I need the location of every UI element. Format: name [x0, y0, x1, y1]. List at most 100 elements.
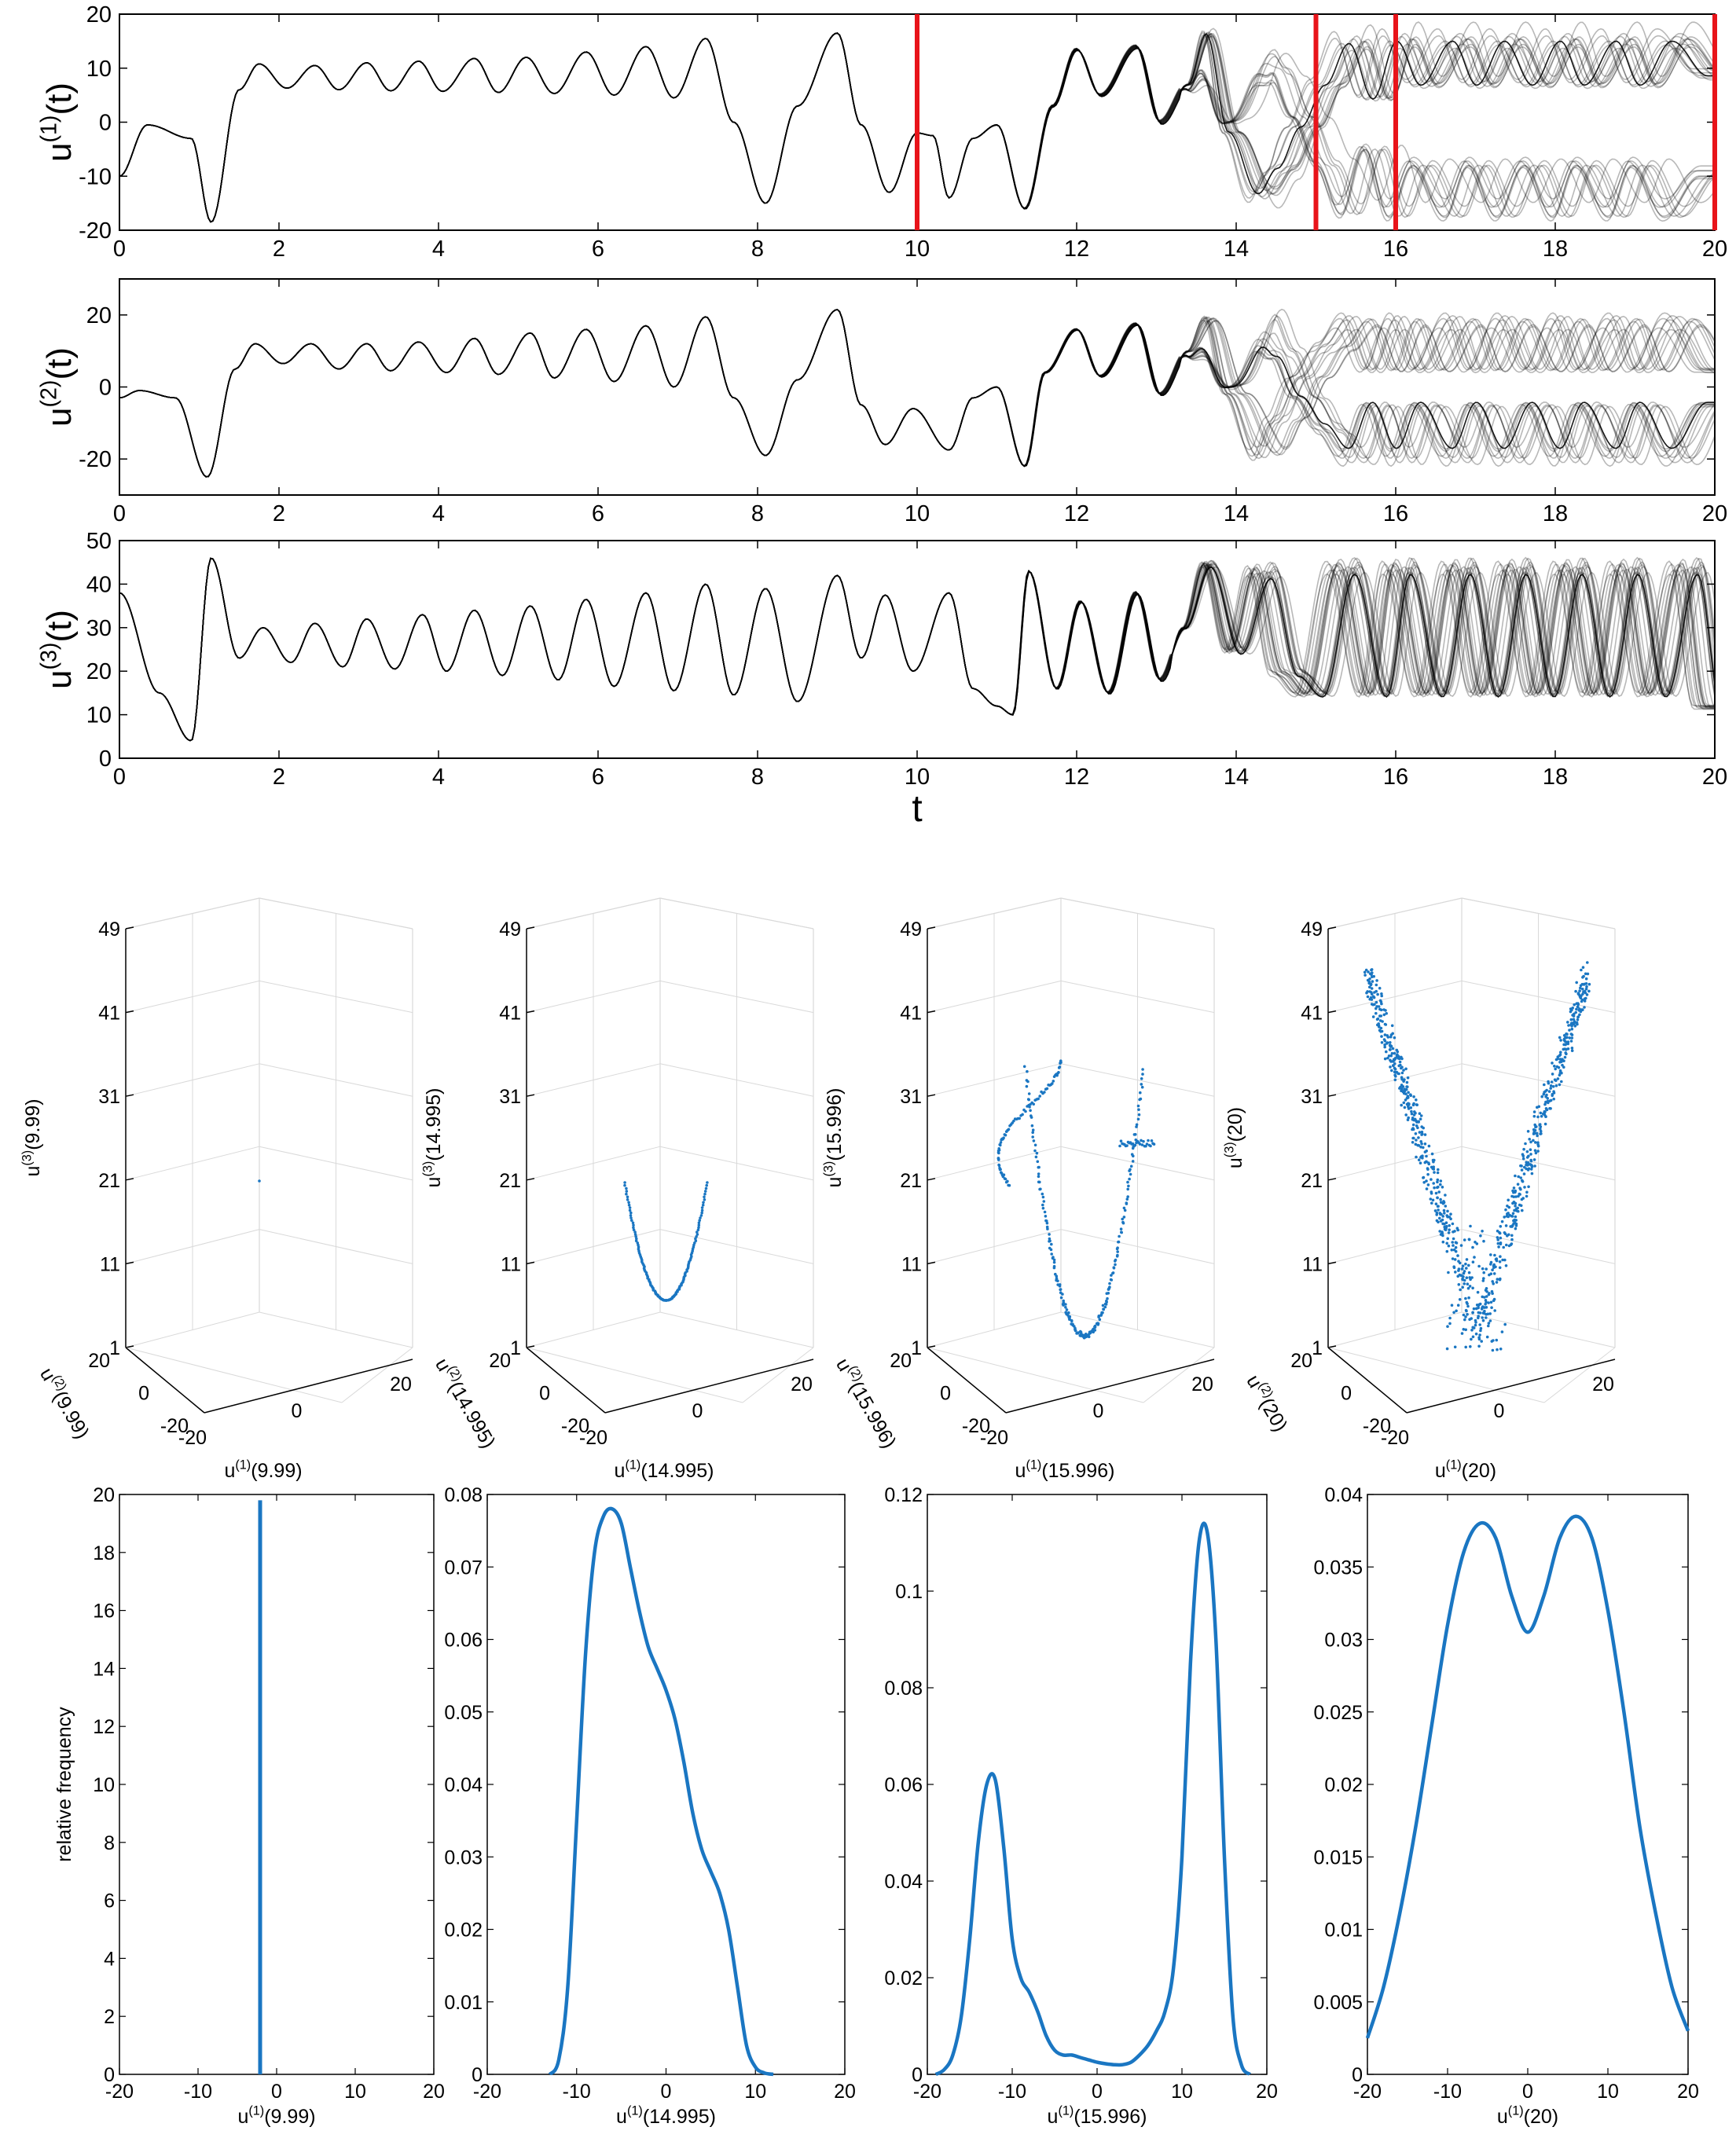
- scatter-point: [1519, 1164, 1522, 1168]
- scatter-point: [1470, 1329, 1474, 1332]
- floor-edge: [526, 1347, 743, 1403]
- scatter-point: [1371, 1015, 1375, 1018]
- scatter-point: [1393, 1078, 1397, 1082]
- x-axis-label-tail: (9.99): [264, 2106, 315, 2128]
- scatter-point: [1466, 1282, 1470, 1285]
- scatter-point: [1414, 1111, 1417, 1115]
- scatter-point: [706, 1181, 709, 1184]
- scatter-point: [1380, 1035, 1383, 1038]
- scatter-point: [1444, 1194, 1447, 1197]
- scatter-point: [999, 1168, 1002, 1172]
- scatter-point: [1384, 1009, 1387, 1012]
- scatter-point: [1393, 1067, 1397, 1071]
- scatter-point: [1363, 970, 1367, 974]
- scatter-point: [1545, 1093, 1548, 1097]
- x-tick-label: 16: [1383, 237, 1408, 262]
- scatter-point: [1038, 1180, 1041, 1184]
- scatter-point: [1407, 1107, 1411, 1110]
- scatter-point: [1045, 1219, 1048, 1223]
- scatter-point: [1492, 1264, 1496, 1267]
- scatter-point: [1411, 1128, 1415, 1131]
- scatter-point: [1427, 1144, 1431, 1148]
- scatter-point: [996, 1151, 1000, 1154]
- scatter-point: [1513, 1208, 1516, 1212]
- scatter-point: [695, 1235, 698, 1238]
- z-axis-label: u(3)(14.995): [421, 1088, 446, 1188]
- y-axis-label-base: u: [40, 408, 79, 427]
- scatter-point: [1493, 1309, 1496, 1312]
- scatter-point: [1383, 1043, 1386, 1047]
- scatter-point: [1533, 1128, 1537, 1132]
- scatter-point: [1514, 1215, 1518, 1219]
- scatter-point: [1544, 1100, 1547, 1104]
- scatter-point: [1451, 1222, 1455, 1226]
- scatter-point: [1507, 1198, 1510, 1202]
- scatter-point: [1406, 1085, 1409, 1088]
- scatter-point: [1407, 1096, 1410, 1099]
- scatter-point: [1122, 1206, 1126, 1210]
- x-tick-label: 20: [1677, 2081, 1699, 2103]
- scatter-point: [1481, 1318, 1485, 1322]
- scatter-point: [1065, 1308, 1069, 1311]
- scatter-point: [1039, 1187, 1042, 1191]
- scatter-point: [1441, 1230, 1444, 1234]
- scatter-point: [1586, 972, 1590, 976]
- scatter-point: [1514, 1195, 1518, 1198]
- scatter-point: [1471, 1286, 1474, 1290]
- trajectory-line: [119, 557, 1716, 742]
- scatter-point: [1417, 1144, 1421, 1147]
- scatter-point: [1138, 1142, 1142, 1146]
- x-tick-label: 10: [905, 501, 930, 526]
- scatter-point: [1368, 997, 1371, 1001]
- scatter-point: [1455, 1309, 1458, 1313]
- scatter-point: [1558, 1083, 1562, 1087]
- scatter-point: [1477, 1303, 1481, 1307]
- scatter-point: [1539, 1129, 1543, 1133]
- scatter-point: [1426, 1183, 1430, 1186]
- scatter-point: [1459, 1244, 1463, 1247]
- scatter-point: [1133, 1143, 1137, 1147]
- x-tick-label: 0: [113, 765, 126, 790]
- scatter-point: [1031, 1135, 1034, 1139]
- scatter-point: [1097, 1315, 1101, 1318]
- trajectory-line: [119, 557, 1716, 742]
- scatter-point: [1029, 1109, 1032, 1113]
- scatter-point: [1437, 1190, 1441, 1194]
- scatter-point: [1125, 1201, 1129, 1205]
- scatter-point: [696, 1230, 699, 1234]
- scatter-point: [1529, 1158, 1532, 1162]
- density-panel-4: -20 -10 0 10 20 0 0.005 0.01 0.015 0.02 0.025 0.03 0…: [1313, 1484, 1698, 2128]
- x-tick-label: 0: [692, 1400, 703, 1422]
- x-axis-label: u(1)(9.99): [237, 2104, 315, 2129]
- scatter-point: [1479, 1234, 1482, 1238]
- x-tick-label: 2: [273, 501, 285, 526]
- scatter-point: [1393, 1051, 1397, 1055]
- scatter-point: [1147, 1139, 1150, 1142]
- scatter-point: [1374, 1000, 1378, 1004]
- scatter-point: [1549, 1107, 1552, 1110]
- scatter-point: [1442, 1208, 1446, 1212]
- scatter-point: [634, 1239, 638, 1242]
- scatter-point: [1523, 1165, 1526, 1169]
- scatter-point: [1581, 992, 1584, 996]
- scatter-point: [1488, 1319, 1492, 1322]
- scatter-point: [1507, 1244, 1511, 1248]
- z-tick-label: 31: [98, 1086, 120, 1108]
- scatter-point: [1370, 991, 1373, 994]
- x-tick-label: 10: [744, 2081, 766, 2103]
- scatter-point: [1573, 1021, 1576, 1025]
- z-tick-label: 1: [1312, 1337, 1323, 1359]
- scatter-point: [1530, 1172, 1534, 1175]
- scatter-point: [1461, 1285, 1464, 1289]
- scatter-point: [1004, 1130, 1008, 1133]
- scatter-point: [1119, 1139, 1123, 1142]
- scatter-point: [1474, 1323, 1477, 1327]
- y-tick-label: 0.01: [444, 1992, 483, 2014]
- scatter-point: [1396, 1053, 1399, 1056]
- y-tick-label: 2: [104, 2006, 115, 2028]
- x-tick-label: 0: [113, 501, 126, 526]
- scatter-point: [1412, 1095, 1415, 1098]
- scatter-point: [1374, 989, 1378, 993]
- scatter-point: [1026, 1105, 1029, 1108]
- scatter-point: [1414, 1142, 1418, 1146]
